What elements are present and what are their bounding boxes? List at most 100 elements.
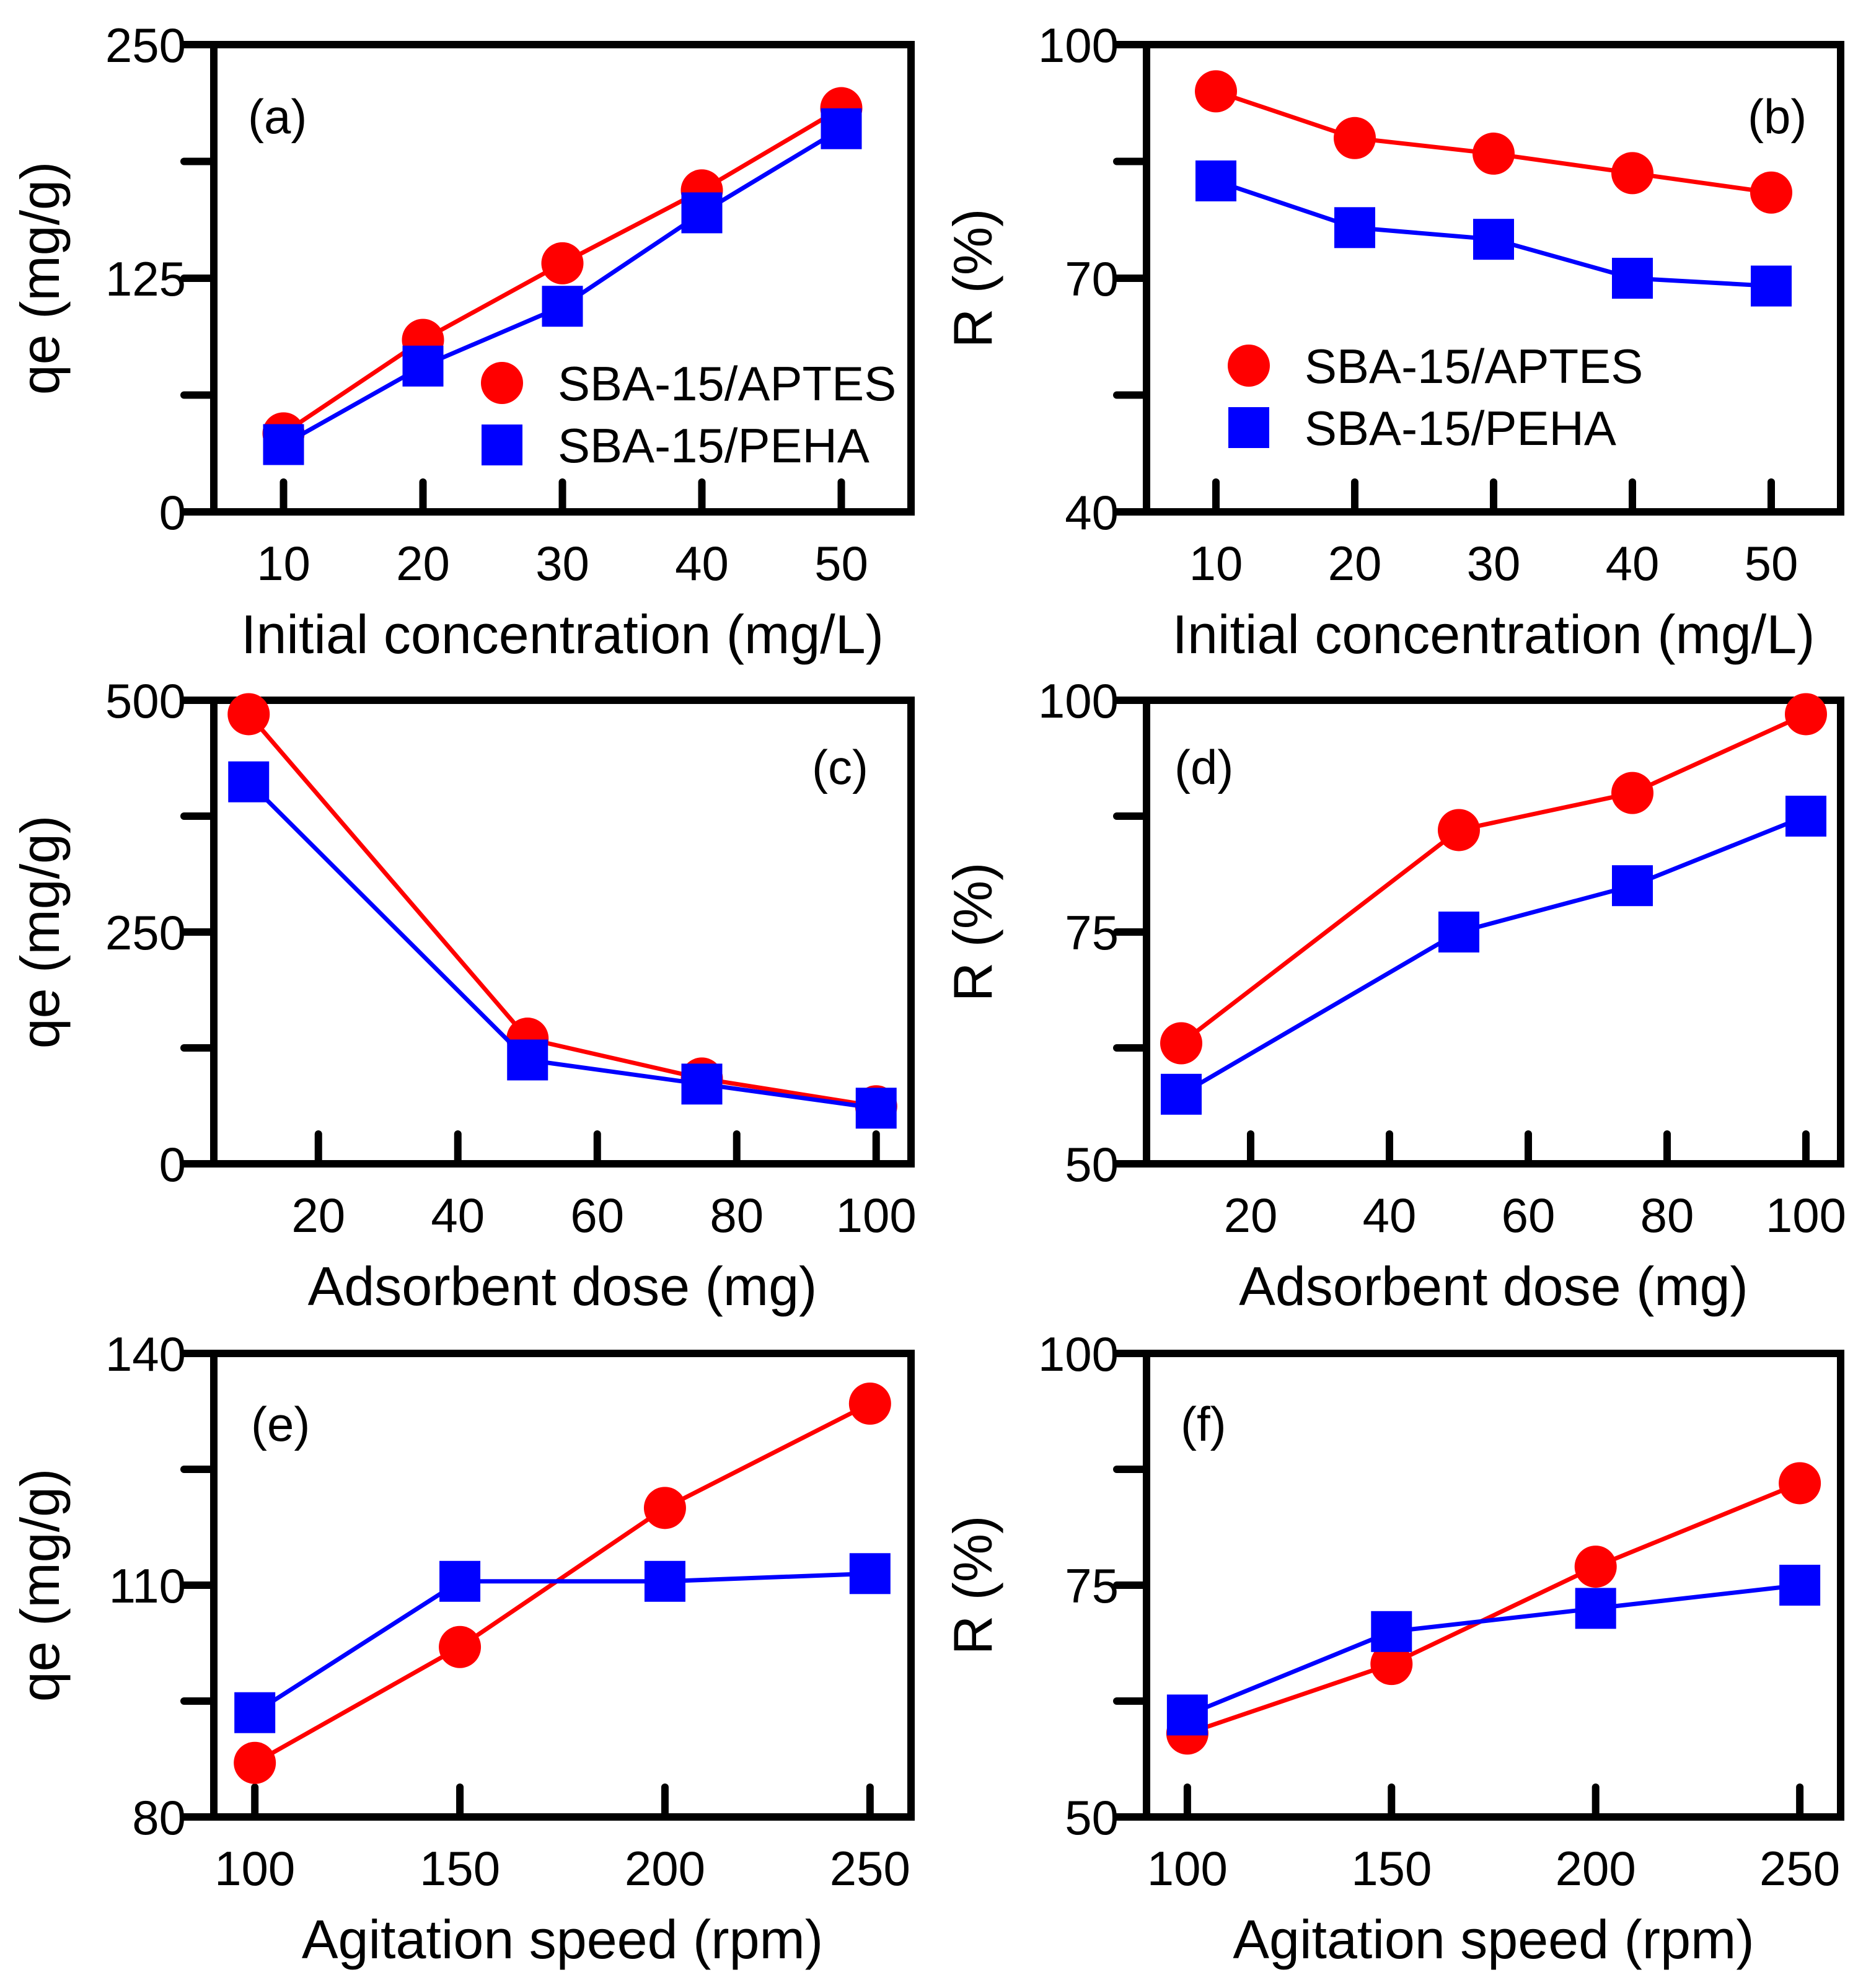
- y-axis-label: R (%): [942, 863, 1003, 1002]
- data-point: [1611, 152, 1653, 195]
- data-point: [263, 424, 304, 465]
- data-point: [855, 1088, 897, 1129]
- data-point: [1371, 1611, 1412, 1652]
- axes-frame: [1143, 1350, 1844, 1821]
- data-point: [507, 1039, 548, 1081]
- series-peha: [263, 108, 862, 465]
- x-tick-label: 40: [431, 1188, 485, 1242]
- legend-label: SBA-15/PEHA: [558, 418, 869, 473]
- series-peha: [1195, 160, 1792, 307]
- data-point: [228, 761, 270, 803]
- x-tick-label: 100: [836, 1188, 917, 1242]
- data-point: [1334, 207, 1375, 248]
- series-line: [1186, 1583, 1800, 1717]
- y-tick-label: 75: [1065, 905, 1119, 960]
- axes-frame: [210, 1350, 915, 1821]
- x-axis-label: Adsorbent dose (mg): [1239, 1256, 1748, 1317]
- x-tick-label: 20: [1224, 1188, 1278, 1242]
- series-line: [247, 780, 877, 1111]
- data-point: [1575, 1588, 1616, 1629]
- y-axis-label: qe (mg/g): [9, 162, 71, 395]
- series-aptes: [1166, 1462, 1821, 1755]
- data-point: [1612, 865, 1653, 907]
- x-tick-label: 150: [1351, 1841, 1432, 1896]
- data-point: [848, 1383, 891, 1425]
- x-tick-label: 200: [625, 1841, 705, 1896]
- legend-marker: [1228, 407, 1269, 448]
- data-point: [227, 693, 270, 736]
- data-point: [439, 1625, 482, 1668]
- x-axis-label: Adsorbent dose (mg): [308, 1256, 817, 1317]
- data-point: [643, 1487, 686, 1529]
- panel-label: (d): [1174, 740, 1233, 794]
- legend: SBA-15/APTES SBA-15/PEHA: [1228, 339, 1643, 455]
- legend-marker: [482, 424, 522, 465]
- data-point: [644, 1560, 685, 1602]
- series-line: [253, 1571, 870, 1715]
- x-tick-label: 40: [1606, 536, 1660, 591]
- legend-label: SBA-15/APTES: [558, 356, 896, 411]
- x-tick-label: 20: [396, 536, 450, 591]
- series-line: [247, 713, 877, 1109]
- x-tick-label: 40: [1363, 1188, 1417, 1242]
- x-tick-label: 250: [1759, 1841, 1840, 1896]
- series-aptes: [234, 1383, 891, 1784]
- y-tick-label: 75: [1065, 1559, 1119, 1613]
- series-aptes: [227, 693, 897, 1128]
- data-point: [1611, 772, 1653, 814]
- data-point: [1370, 1643, 1413, 1686]
- data-point: [439, 1560, 481, 1602]
- y-tick-label: 50: [1065, 1137, 1119, 1192]
- x-tick-label: 50: [814, 536, 868, 591]
- x-axis-label: Agitation speed (rpm): [302, 1909, 823, 1970]
- x-tick-label: 100: [1766, 1188, 1846, 1242]
- data-point: [1473, 132, 1515, 175]
- series-peha: [1166, 1565, 1821, 1736]
- x-tick-label: 50: [1745, 536, 1798, 591]
- x-tick-label: 250: [830, 1841, 910, 1896]
- series-aptes: [1195, 70, 1792, 214]
- legend-marker: [1228, 345, 1270, 387]
- legend-marker: [481, 362, 523, 404]
- data-point: [234, 1692, 276, 1733]
- x-tick-label: 30: [535, 536, 589, 591]
- x-axis-label: Initial concentration (mg/L): [1173, 604, 1815, 665]
- y-tick-label: 100: [1038, 18, 1119, 73]
- x-tick-label: 60: [1502, 1188, 1556, 1242]
- panel-label: (e): [251, 1397, 310, 1451]
- series-peha: [1161, 796, 1826, 1115]
- data-point: [234, 1741, 276, 1784]
- panel-c: 20 40 60 80 100 0 250 500 Adsorbent dose (mg) qe …: [9, 674, 917, 1317]
- legend-label: SBA-15/APTES: [1305, 339, 1643, 394]
- data-point: [1750, 171, 1792, 214]
- legend: SBA-15/APTES SBA-15/PEHA: [481, 356, 896, 473]
- y-axis-label: R (%): [942, 209, 1003, 348]
- series-aptes: [1160, 693, 1827, 1065]
- series-line: [1180, 814, 1807, 1096]
- y-axis-label: qe (mg/g): [9, 1469, 71, 1702]
- data-point: [1574, 1546, 1617, 1588]
- y-axis-label: qe (mg/g): [9, 816, 71, 1049]
- series-line: [1186, 1481, 1801, 1736]
- axes-frame: [1143, 697, 1844, 1168]
- data-point: [681, 192, 723, 234]
- data-point: [1438, 912, 1479, 952]
- legend-label: SBA-15/PEHA: [1305, 401, 1616, 455]
- x-tick-label: 20: [1328, 536, 1382, 591]
- x-axis-label: Initial concentration (mg/L): [241, 604, 884, 665]
- y-tick-label: 50: [1065, 1790, 1119, 1845]
- data-point: [1779, 1565, 1821, 1606]
- panel-label: (f): [1181, 1397, 1226, 1451]
- data-point: [1751, 265, 1792, 307]
- data-point: [1166, 1694, 1208, 1736]
- data-point: [1785, 796, 1826, 837]
- x-tick-label: 100: [1147, 1841, 1228, 1896]
- data-point: [681, 1063, 723, 1105]
- series-peha: [228, 761, 897, 1129]
- x-tick-label: 40: [675, 536, 729, 591]
- data-point: [402, 345, 444, 387]
- data-point: [1785, 693, 1827, 736]
- data-point: [849, 1553, 891, 1594]
